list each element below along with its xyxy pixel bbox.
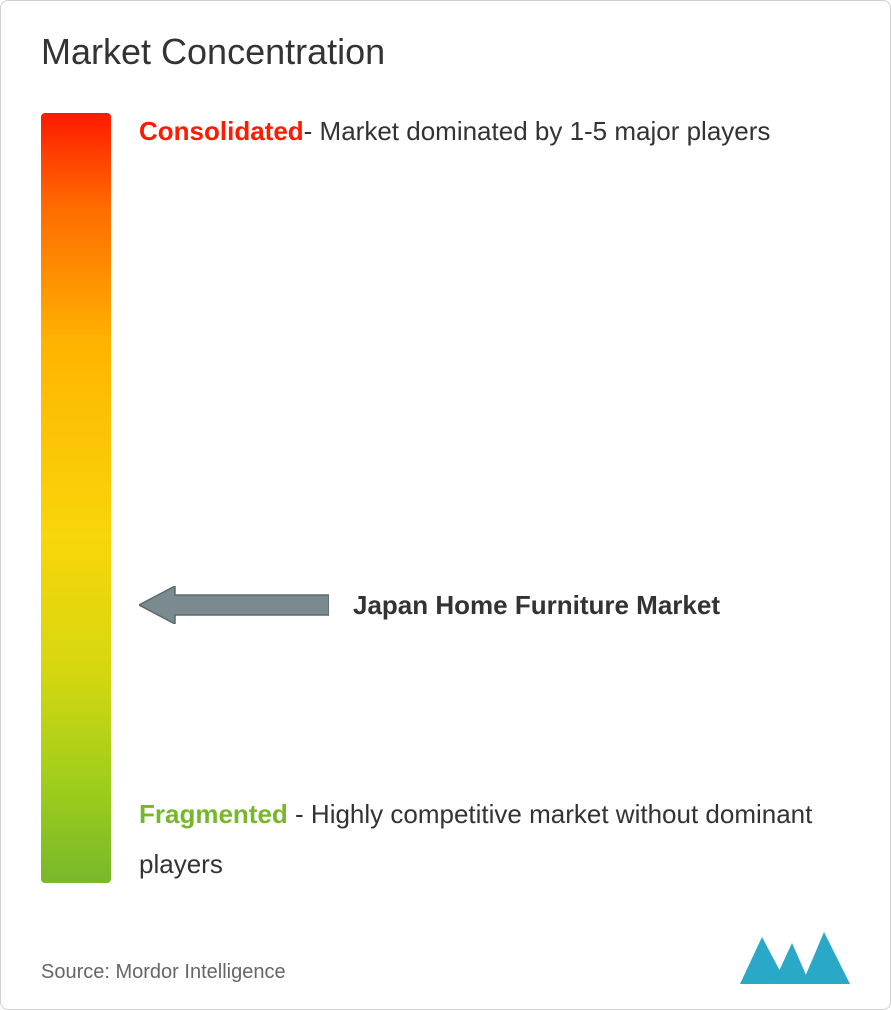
content-area: Consolidated- Market dominated by 1-5 ma… xyxy=(41,113,850,883)
consolidated-label: Consolidated xyxy=(139,116,304,146)
concentration-gradient-bar xyxy=(41,113,111,883)
text-area: Consolidated- Market dominated by 1-5 ma… xyxy=(139,113,850,883)
source-text: Source: Mordor Intelligence xyxy=(41,961,286,984)
infographic-container: Market Concentration Consolidated- Marke… xyxy=(0,0,891,1010)
consolidated-suffix: - Market dominated by 1-5 major players xyxy=(304,116,771,146)
market-marker: Japan Home Furniture Market xyxy=(139,586,720,624)
market-label: Japan Home Furniture Market xyxy=(353,588,720,623)
page-title: Market Concentration xyxy=(41,31,850,73)
consolidated-description: Consolidated- Market dominated by 1-5 ma… xyxy=(139,107,770,156)
arrow-left-icon xyxy=(139,586,329,624)
footer: Source: Mordor Intelligence xyxy=(41,929,850,984)
mordor-logo-icon xyxy=(740,929,850,984)
fragmented-label: Fragmented xyxy=(139,799,288,829)
fragmented-description: Fragmented - Highly competitive market w… xyxy=(139,790,850,889)
